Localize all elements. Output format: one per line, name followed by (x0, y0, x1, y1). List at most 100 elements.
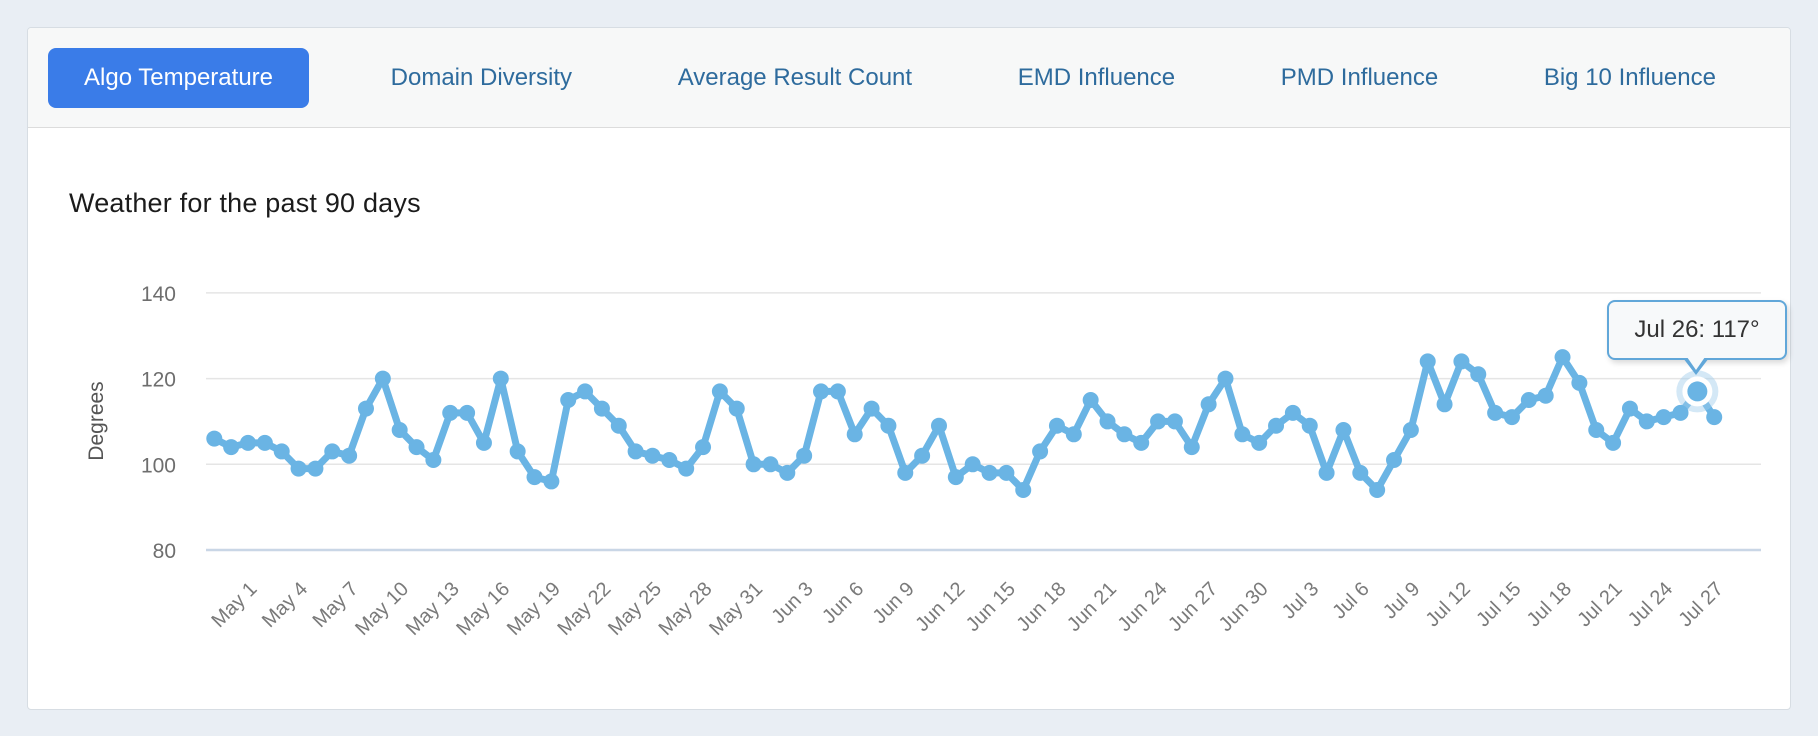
data-point[interactable] (627, 443, 644, 460)
data-point[interactable] (577, 383, 594, 400)
data-point[interactable] (341, 447, 358, 464)
data-point[interactable] (1571, 374, 1588, 391)
data-point[interactable] (256, 434, 273, 451)
data-point[interactable] (391, 422, 408, 439)
data-point[interactable] (1065, 426, 1082, 443)
data-point[interactable] (1166, 413, 1183, 430)
data-point[interactable] (1554, 349, 1571, 366)
data-point[interactable] (745, 456, 762, 473)
x-tick-label-jun-15: Jun 15 (962, 578, 1020, 636)
data-point[interactable] (1217, 370, 1234, 387)
data-point[interactable] (408, 439, 425, 456)
data-point[interactable] (1048, 417, 1065, 434)
data-point[interactable] (981, 464, 998, 481)
tab-pmd-influence[interactable]: PMD Influence (1280, 63, 1439, 91)
data-point[interactable] (357, 400, 374, 417)
data-point[interactable] (711, 383, 728, 400)
data-point[interactable] (560, 392, 577, 409)
data-point[interactable] (1419, 353, 1436, 370)
data-point[interactable] (998, 464, 1015, 481)
data-point[interactable] (1082, 392, 1099, 409)
data-point[interactable] (1150, 413, 1167, 430)
data-point[interactable] (1386, 452, 1403, 469)
data-point[interactable] (1268, 417, 1285, 434)
data-point[interactable] (1402, 422, 1419, 439)
data-point[interactable] (1503, 409, 1520, 426)
data-point[interactable] (1621, 400, 1638, 417)
data-point[interactable] (1352, 464, 1369, 481)
data-point[interactable] (273, 443, 290, 460)
data-point[interactable] (290, 460, 307, 477)
data-point[interactable] (509, 443, 526, 460)
dashboard-card: Algo Temperature Domain Diversity Average … (27, 27, 1791, 710)
data-point[interactable] (492, 370, 509, 387)
tab-average-result-count[interactable]: Average Result Count (677, 63, 913, 91)
data-point[interactable] (240, 434, 257, 451)
data-point[interactable] (1133, 434, 1150, 451)
data-point[interactable] (678, 460, 695, 477)
data-point[interactable] (1183, 439, 1200, 456)
data-point[interactable] (644, 447, 661, 464)
data-point[interactable] (1335, 422, 1352, 439)
data-point[interactable] (1301, 417, 1318, 434)
data-point[interactable] (442, 404, 459, 421)
x-tick-label-jul-12: Jul 12 (1422, 578, 1475, 631)
data-point[interactable] (223, 439, 240, 456)
data-point[interactable] (964, 456, 981, 473)
data-point[interactable] (813, 383, 830, 400)
data-point[interactable] (206, 430, 223, 447)
data-point[interactable] (914, 447, 931, 464)
data-point[interactable] (1251, 434, 1268, 451)
data-point[interactable] (661, 452, 678, 469)
data-point[interactable] (475, 434, 492, 451)
data-point[interactable] (1672, 404, 1689, 421)
data-point[interactable] (1453, 353, 1470, 370)
data-point[interactable] (610, 417, 627, 434)
data-point[interactable] (779, 464, 796, 481)
data-point[interactable] (307, 460, 324, 477)
data-point[interactable] (1032, 443, 1049, 460)
data-point[interactable] (1706, 409, 1723, 426)
data-point[interactable] (1605, 434, 1622, 451)
data-point[interactable] (728, 400, 745, 417)
data-point-highlighted[interactable] (1687, 381, 1708, 402)
data-point[interactable] (880, 417, 897, 434)
data-point[interactable] (846, 426, 863, 443)
data-point[interactable] (1588, 422, 1605, 439)
tab-big-10-influence[interactable]: Big 10 Influence (1543, 63, 1716, 91)
data-point[interactable] (526, 469, 543, 486)
data-point[interactable] (1284, 404, 1301, 421)
data-point[interactable] (593, 400, 610, 417)
data-point[interactable] (1520, 392, 1537, 409)
tab-algo-temperature[interactable]: Algo Temperature (48, 47, 309, 108)
data-point[interactable] (459, 404, 476, 421)
data-point[interactable] (374, 370, 391, 387)
data-point[interactable] (930, 417, 947, 434)
data-point[interactable] (1638, 413, 1655, 430)
data-point[interactable] (947, 469, 964, 486)
data-point[interactable] (1116, 426, 1133, 443)
data-point[interactable] (695, 439, 712, 456)
temperature-line (210, 353, 1718, 494)
data-point[interactable] (1318, 464, 1335, 481)
data-point[interactable] (829, 383, 846, 400)
data-point[interactable] (1655, 409, 1672, 426)
data-point[interactable] (1234, 426, 1251, 443)
data-point[interactable] (543, 473, 560, 490)
data-point[interactable] (897, 464, 914, 481)
data-point[interactable] (1099, 413, 1116, 430)
data-point[interactable] (863, 400, 880, 417)
data-point[interactable] (1015, 482, 1032, 499)
data-point[interactable] (324, 443, 341, 460)
data-point[interactable] (1487, 404, 1504, 421)
data-point[interactable] (1200, 396, 1217, 413)
data-point[interactable] (1369, 482, 1386, 499)
data-point[interactable] (796, 447, 813, 464)
data-point[interactable] (762, 456, 779, 473)
data-point[interactable] (1470, 366, 1487, 383)
data-point[interactable] (1537, 387, 1554, 404)
data-point[interactable] (1436, 396, 1453, 413)
tab-domain-diversity[interactable]: Domain Diversity (390, 63, 573, 91)
tab-emd-influence[interactable]: EMD Influence (1017, 63, 1176, 91)
data-point[interactable] (425, 452, 442, 469)
